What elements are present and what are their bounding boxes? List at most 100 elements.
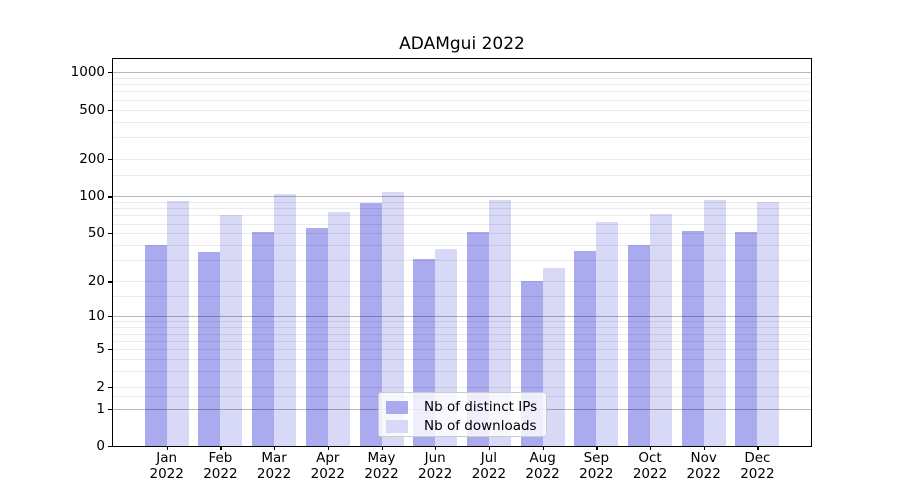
x-tick-label: Dec 2022 (740, 450, 775, 482)
y-tick-label: 100 (79, 188, 105, 205)
bar-distinct-ips-feb (198, 252, 221, 446)
bar-downloads-sep (596, 221, 619, 446)
minor-gridline (113, 77, 811, 79)
bar-distinct-ips-may (359, 203, 382, 446)
y-tick-label: 50 (87, 225, 105, 242)
x-tick-mark (166, 446, 168, 450)
x-tick-mark (274, 446, 276, 450)
y-tick-mark (108, 159, 113, 161)
minor-gridline (113, 223, 811, 225)
minor-gridline (113, 281, 811, 283)
x-tick-label: Nov 2022 (686, 450, 721, 482)
bar-distinct-ips-jan (144, 245, 167, 446)
minor-gridline (113, 137, 811, 139)
x-tick-label: Apr 2022 (310, 450, 345, 482)
y-tick-label: 10 (87, 308, 105, 325)
minor-gridline (113, 296, 811, 297)
x-tick-label: Jan 2022 (149, 450, 184, 482)
bar-downloads-oct (650, 213, 672, 446)
bar-distinct-ips-nov (681, 231, 704, 446)
minor-gridline (113, 358, 811, 360)
y-tick-mark (108, 446, 113, 448)
major-gridline (113, 72, 811, 74)
y-tick-label: 1 (96, 400, 105, 417)
minor-gridline (113, 233, 811, 235)
bar-distinct-ips-mar (252, 232, 275, 446)
x-tick-mark (435, 446, 437, 450)
x-tick-label: Aug 2022 (525, 450, 560, 482)
y-tick-mark (108, 72, 113, 74)
x-tick-mark (542, 446, 544, 450)
minor-gridline (113, 84, 811, 86)
minor-gridline (113, 109, 811, 111)
major-gridline (113, 316, 811, 318)
x-tick-mark (703, 446, 705, 450)
minor-gridline (113, 215, 811, 217)
y-tick-label: 500 (79, 101, 105, 118)
bar-downloads-may (381, 191, 404, 446)
minor-gridline (113, 91, 811, 93)
bar-downloads-nov (703, 200, 726, 446)
y-tick-mark (108, 408, 113, 410)
x-tick-label: Jul 2022 (471, 450, 507, 482)
x-tick-label: Oct 2022 (632, 450, 668, 482)
minor-gridline (113, 349, 811, 350)
minor-gridline (113, 99, 811, 101)
bar-distinct-ips-sep (574, 250, 597, 446)
x-tick-mark (596, 446, 598, 450)
minor-gridline (113, 245, 811, 246)
x-tick-label: Mar 2022 (256, 450, 292, 482)
bar-downloads-mar (274, 194, 297, 446)
minor-gridline (113, 386, 811, 388)
x-tick-label: Jun 2022 (418, 450, 453, 482)
bar-downloads-jan (166, 200, 189, 446)
y-tick-label: 5 (96, 341, 105, 357)
minor-gridline (113, 201, 811, 203)
bar-downloads-apr (327, 212, 350, 446)
bar-distinct-ips-dec (735, 232, 758, 446)
y-tick-mark (108, 109, 113, 111)
x-tick-mark (650, 446, 652, 450)
y-tick-label: 20 (87, 273, 105, 290)
x-tick-label: May 2022 (364, 450, 399, 482)
major-gridline (113, 196, 811, 198)
y-tick-mark (108, 196, 113, 198)
minor-gridline (113, 208, 811, 210)
bar-downloads-jul (488, 200, 511, 446)
x-tick-mark (220, 446, 222, 450)
legend-label-distinct-ips: Nb of distinct IPs (424, 399, 538, 415)
plot-area: Nb of distinct IPs Nb of downloads (112, 58, 812, 447)
bar-downloads-dec (757, 201, 780, 446)
minor-gridline (113, 327, 811, 329)
legend-swatch-distinct-ips (386, 400, 408, 414)
bar-distinct-ips-oct (628, 245, 650, 446)
y-tick-label: 1000 (70, 64, 105, 81)
bar-distinct-ips-apr (305, 228, 328, 446)
y-tick-mark (108, 386, 113, 388)
x-tick-mark (488, 446, 491, 450)
chart-title: ADAMgui 2022 (399, 34, 525, 54)
x-tick-mark (381, 446, 383, 450)
y-tick-label: 2 (96, 378, 105, 395)
minor-gridline (113, 321, 811, 323)
y-tick-mark (108, 316, 113, 318)
bar-downloads-aug (542, 267, 565, 446)
minor-gridline (113, 340, 811, 342)
legend-label-downloads: Nb of downloads (424, 418, 537, 434)
x-tick-label: Feb 2022 (203, 450, 238, 482)
y-tick-label: 0 (96, 438, 105, 454)
y-tick-mark (108, 349, 113, 351)
y-tick-mark (108, 281, 113, 283)
minor-gridline (113, 174, 811, 176)
x-tick-label: Sep 2022 (579, 450, 614, 482)
minor-gridline (113, 159, 811, 160)
minor-gridline (113, 121, 811, 123)
minor-gridline (113, 333, 811, 335)
legend-item-distinct-ips: Nb of distinct IPs (386, 398, 546, 417)
minor-gridline (113, 260, 811, 262)
y-tick-label: 200 (79, 151, 105, 167)
legend: Nb of distinct IPs Nb of downloads (378, 392, 547, 437)
bar-downloads-feb (220, 215, 243, 446)
minor-gridline (113, 371, 811, 372)
